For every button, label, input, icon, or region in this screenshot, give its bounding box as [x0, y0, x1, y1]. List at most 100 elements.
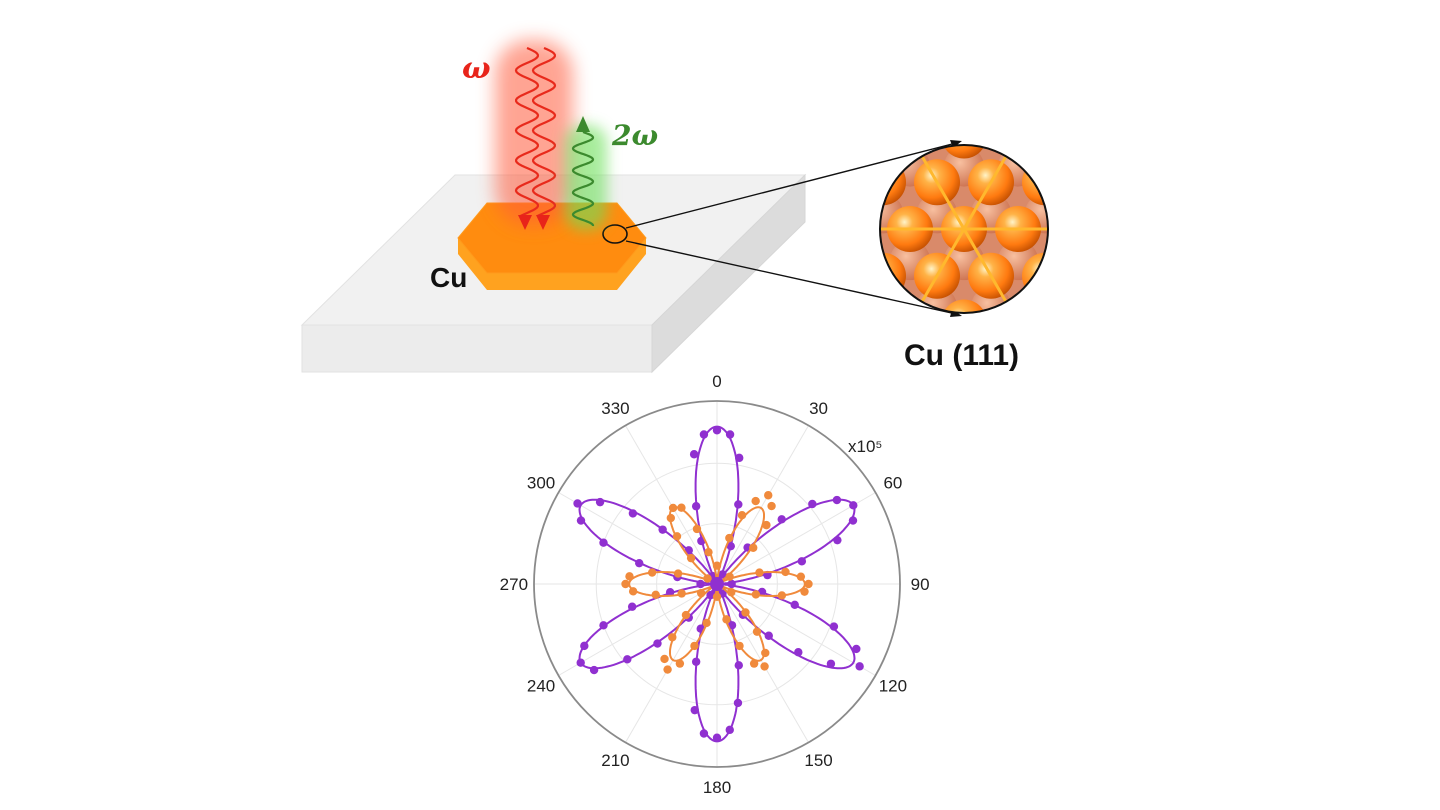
lattice-back-atom: [971, 100, 1011, 140]
angle-tick-label: 30: [809, 399, 828, 418]
lattice-back-atom: [1160, 240, 1200, 280]
data-point-series-2: [761, 648, 770, 658]
data-point-series-2: [677, 503, 686, 512]
lattice-atom: [1184, 346, 1230, 392]
data-point-series-2: [668, 503, 678, 513]
data-point-series-1: [712, 733, 722, 742]
lattice-atom: [806, 159, 852, 205]
lattice-atom: [1022, 346, 1068, 392]
data-point-series-2: [681, 610, 691, 620]
lattice-atom: [1049, 206, 1095, 252]
zoom-spot: [602, 224, 628, 244]
data-point-series-2: [752, 627, 762, 636]
data-point-series-2: [737, 511, 747, 520]
lattice-back-atom: [917, 286, 957, 313]
lattice-back-atom: [890, 53, 930, 93]
lattice-atom: [779, 112, 825, 158]
data-point-series-1: [777, 515, 786, 524]
data-point-series-2: [800, 587, 809, 596]
lattice-atom: [968, 66, 1014, 112]
lattice-atom: [941, 299, 987, 313]
lattice-back-atom: [1133, 193, 1173, 233]
data-point-series-2: [796, 572, 806, 581]
lattice-back-atom: [1106, 147, 1146, 187]
lattice-back-atom: [1133, 287, 1173, 327]
data-point-series-2: [625, 572, 634, 581]
data-point-series-1: [628, 509, 638, 518]
data-point-series-2: [804, 579, 813, 589]
data-point-series-2: [696, 588, 706, 598]
lattice-atom: [860, 66, 906, 112]
lattice-back-atom: [1079, 287, 1119, 327]
data-point-series-1: [665, 588, 675, 597]
lattice-back-atom: [1106, 334, 1146, 374]
angle-tick-label: 180: [703, 778, 731, 797]
data-point-series-2: [692, 524, 702, 534]
lattice-back-atom: [728, 53, 768, 93]
data-point-series-2: [725, 533, 734, 543]
lattice-atom: [833, 300, 879, 346]
data-point-series-1: [794, 648, 803, 657]
data-point-series-2: [712, 561, 722, 570]
lattice-back-atom: [880, 286, 903, 313]
lattice-atom: [752, 66, 798, 112]
two-omega-label: 2ω: [611, 119, 658, 152]
lattice-back-atom: [782, 53, 822, 93]
data-point-series-1: [699, 729, 709, 738]
lattice-back-atom: [1052, 53, 1092, 93]
second-harmonic-beam: [565, 116, 607, 230]
lattice-back-atom: [809, 193, 849, 233]
lattice-atom: [833, 206, 879, 252]
fundamental-beam: [495, 40, 573, 230]
data-point-series-1: [855, 662, 864, 671]
data-point-series-1: [653, 639, 662, 648]
radial-scale-label: x10⁵: [848, 437, 882, 456]
data-point-series-2: [673, 569, 683, 578]
data-point-series-1: [627, 602, 637, 611]
data-point-series-2: [722, 615, 731, 624]
lattice-atom: [806, 253, 852, 299]
data-point-series-2: [762, 520, 771, 530]
polar-chart: 0 30 60 90 120 150 180 210 240 270 300 330 x10⁵: [500, 372, 930, 797]
symmetry-axis-line: [915, 145, 1013, 313]
data-point-series-1: [589, 665, 599, 675]
angle-tick-label: 300: [527, 473, 555, 492]
polar-tick-labels: 0 30 60 90 120 150 180 210 240 270 300 330: [500, 372, 930, 797]
data-point-series-2: [760, 662, 769, 671]
angle-tick-label: 270: [500, 575, 528, 594]
data-point-series-2: [741, 608, 750, 617]
lattice-atom: [995, 145, 1041, 159]
lattice-back-atom: [1052, 147, 1092, 187]
data-point-series-2: [621, 579, 630, 589]
data-point-series-1: [576, 658, 585, 667]
angle-tick-label: 240: [527, 677, 555, 696]
lattice-atom: [887, 145, 933, 159]
polar-grid-spoke: [558, 583, 718, 676]
polar-series: [573, 425, 864, 743]
data-point-series-2: [777, 591, 787, 600]
lattice-atom: [1157, 300, 1203, 346]
lattice-back-atom: [1079, 193, 1119, 233]
data-point-series-2: [751, 590, 761, 599]
data-point-series-1: [635, 558, 644, 568]
data-point-series-1: [573, 499, 582, 508]
lattice-atom: [941, 145, 987, 159]
data-point-series-2: [651, 590, 660, 600]
angle-tick-label: 210: [601, 751, 629, 770]
lattice-back-atom: [836, 147, 876, 187]
cu111-label: Cu (111): [904, 339, 1019, 372]
data-point-series-2: [749, 659, 759, 668]
polar-grid-spoke: [716, 583, 876, 676]
lattice-back-atom: [836, 53, 876, 93]
data-point-series-1: [849, 501, 858, 510]
data-point-series-2: [727, 588, 736, 597]
data-point-series-1: [826, 659, 836, 668]
data-point-series-1: [832, 495, 842, 505]
lattice-back-atom: [1025, 286, 1048, 313]
angle-tick-label: 60: [883, 473, 902, 492]
polar-outer-ring: [533, 400, 901, 768]
lattice-atom: [1049, 300, 1095, 346]
data-point-series-2: [755, 568, 764, 577]
data-point-series-2: [725, 572, 734, 581]
